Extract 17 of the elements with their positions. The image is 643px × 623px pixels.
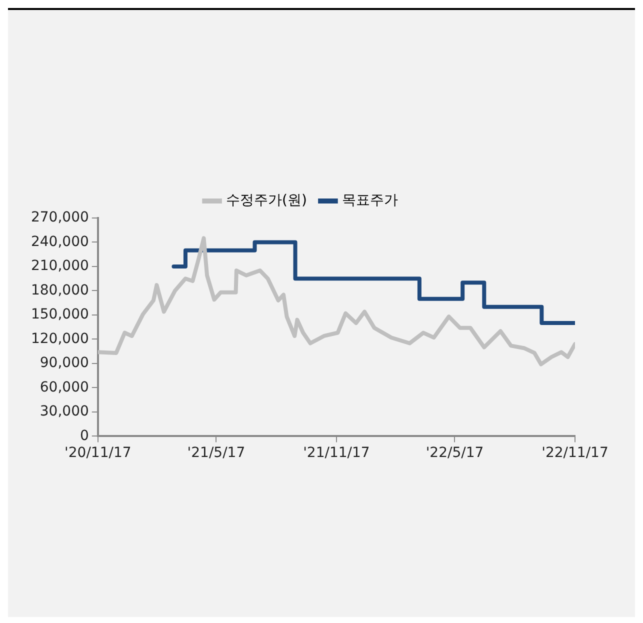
y-tick-label: 270,000 (30, 210, 89, 226)
y-tick-label: 30,000 (40, 404, 89, 420)
y-tick-label: 0 (80, 428, 89, 444)
x-tick-label: '21/11/17 (303, 445, 370, 462)
y-tick-label: 150,000 (30, 306, 89, 323)
y-tick-label: 120,000 (30, 330, 89, 347)
x-tick-label: '20/11/17 (64, 445, 132, 462)
y-tick-label: 90,000 (40, 355, 89, 372)
x-tick-label: '21/5/17 (187, 445, 246, 462)
y-tick-label: 60,000 (40, 379, 89, 396)
y-tick-label: 210,000 (30, 258, 89, 274)
legend-label: 수정주가(원) (226, 192, 307, 209)
y-tick-label: 180,000 (30, 282, 89, 298)
x-tick-label: '22/5/17 (426, 445, 484, 462)
y-tick-label: 240,000 (30, 234, 89, 250)
x-tick-label: '22/11/17 (542, 445, 608, 462)
legend-label: 목표주가 (342, 192, 398, 209)
